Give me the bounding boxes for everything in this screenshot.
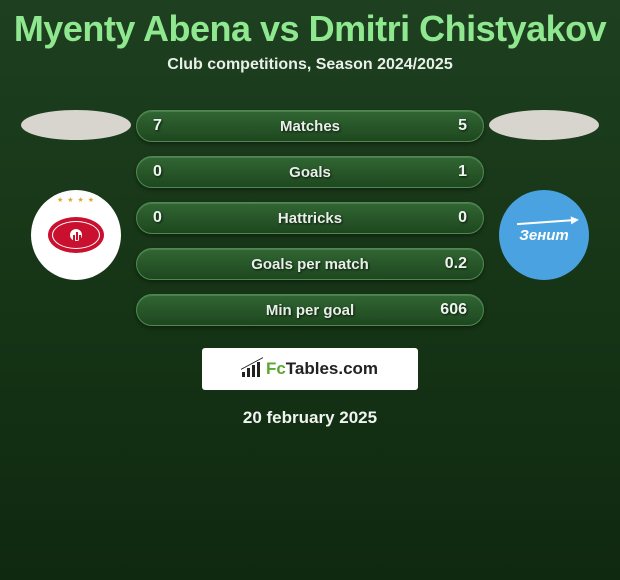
zenit-logo-text: Зенит — [519, 227, 569, 244]
stat-left-value: 0 — [153, 163, 189, 181]
stat-right-value: 5 — [431, 117, 467, 135]
stat-right-value: 606 — [431, 301, 467, 319]
left-player-col: ★ ★ ★ ★ — [16, 110, 136, 280]
date-label: 20 february 2025 — [243, 408, 377, 428]
stat-row: Min per goal 606 — [136, 294, 484, 326]
stat-label: Goals per match — [251, 256, 369, 273]
right-club-badge: Зенит — [499, 190, 589, 280]
stats-column: 7 Matches 5 0 Goals 1 0 Hattricks 0 Goals per mat… — [136, 110, 484, 326]
stat-label: Min per goal — [266, 302, 354, 319]
subtitle: Club competitions, Season 2024/2025 — [167, 56, 452, 74]
left-player-photo-placeholder — [21, 110, 131, 140]
star-icon: ★ ★ ★ ★ — [57, 196, 95, 204]
brand-suffix: Tables.com — [286, 359, 378, 378]
stat-left-value: 0 — [153, 209, 189, 227]
stat-row: 0 Hattricks 0 — [136, 202, 484, 234]
page-title: Myenty Abena vs Dmitri Chistyakov — [14, 8, 606, 50]
stat-row: 7 Matches 5 — [136, 110, 484, 142]
zenit-logo-icon: Зенит — [519, 227, 569, 244]
stat-right-value: 1 — [431, 163, 467, 181]
brand-prefix: Fc — [266, 359, 286, 378]
stat-row: 0 Goals 1 — [136, 156, 484, 188]
stat-left-value: 7 — [153, 117, 189, 135]
brand-attribution: FcTables.com — [202, 348, 418, 390]
stat-label: Hattricks — [278, 210, 342, 227]
right-player-photo-placeholder — [489, 110, 599, 140]
spartak-logo-icon — [48, 217, 104, 253]
left-club-badge: ★ ★ ★ ★ — [31, 190, 121, 280]
content-row: ★ ★ ★ ★ 7 Matches 5 0 Goals 1 0 Hattricks 0 Goals… — [0, 110, 620, 326]
brand-text: FcTables.com — [266, 359, 378, 379]
stat-row: Goals per match 0.2 — [136, 248, 484, 280]
stat-right-value: 0 — [431, 209, 467, 227]
stat-right-value: 0.2 — [431, 255, 467, 273]
stat-label: Matches — [280, 118, 340, 135]
right-player-col: Зенит — [484, 110, 604, 280]
bar-chart-icon — [242, 361, 262, 377]
stat-label: Goals — [289, 164, 331, 181]
comparison-card: Myenty Abena vs Dmitri Chistyakov Club c… — [0, 0, 620, 428]
